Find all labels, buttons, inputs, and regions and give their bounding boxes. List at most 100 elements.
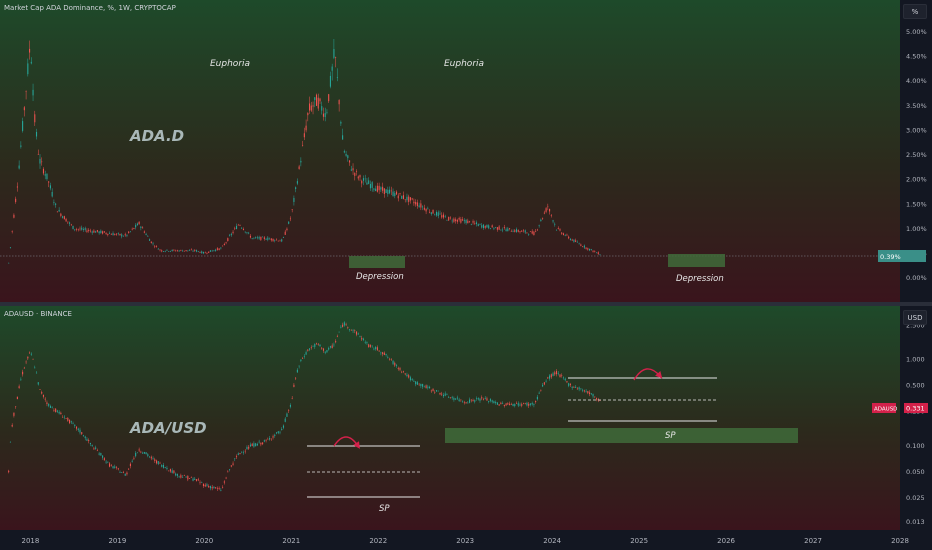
- top-candle-103: [187, 250, 189, 252]
- bottom-candle-210: [373, 348, 375, 350]
- top-candle-51: [96, 230, 98, 232]
- bottom-candle-188: [335, 341, 337, 343]
- top-annotation-4: Depression: [676, 274, 724, 284]
- top-candle-41: [79, 228, 81, 230]
- bottom-candle-273: [482, 399, 485, 400]
- top-candle-48: [91, 231, 93, 233]
- bottom-candle-326: [575, 386, 577, 388]
- bottom-candle-189: [336, 336, 338, 337]
- top-candle-289: [510, 231, 512, 232]
- top-candle-326: [575, 240, 577, 242]
- top-candle-223: [395, 191, 398, 195]
- bottom-symbol-badge-text: ADAUSD: [874, 407, 897, 413]
- bottom-candle-331: [583, 390, 585, 392]
- bottom-candle-209: [371, 345, 373, 347]
- top-candle-242: [429, 211, 431, 213]
- bottom-candle-255: [451, 397, 453, 398]
- top-candle-93: [169, 250, 171, 252]
- bottom-candle-132: [237, 453, 239, 455]
- top-candle-245: [434, 214, 436, 216]
- bottom-candle-313: [552, 373, 554, 376]
- top-candle-10: [25, 91, 27, 92]
- top-candle-196: [349, 160, 351, 163]
- bottom-candle-89: [162, 464, 165, 468]
- bottom-candle-230: [408, 375, 410, 378]
- bottom-candle-133: [239, 453, 241, 455]
- bottom-candle-183: [326, 350, 328, 353]
- top-unit-button[interactable]: %: [903, 4, 927, 19]
- bottom-candle-70: [129, 463, 131, 467]
- bottom-candle-165: [295, 377, 297, 379]
- top-candle-135: [242, 229, 245, 230]
- top-candle-267: [472, 221, 474, 223]
- bottom-candle-60: [112, 466, 114, 469]
- top-candle-202: [359, 175, 361, 178]
- bottom-candle-119: [215, 487, 217, 489]
- bottom-candle-323: [569, 384, 571, 386]
- top-candle-164: [293, 197, 295, 202]
- top-candle-13: [30, 61, 32, 64]
- bottom-candle-123: [222, 486, 224, 488]
- top-candle-20: [42, 168, 45, 174]
- top-candle-46: [88, 229, 90, 231]
- bottom-ytick-1: 1.000: [906, 356, 925, 364]
- pane-separator[interactable]: [0, 302, 932, 306]
- top-candle-174: [310, 105, 312, 111]
- top-candle-80: [147, 236, 149, 237]
- bottom-candle-167: [298, 365, 300, 367]
- top-candle-74: [136, 223, 138, 226]
- bottom-candle-319: [562, 377, 565, 379]
- bottom-candle-147: [263, 440, 265, 442]
- bottom-candle-239: [423, 386, 425, 388]
- bottom-candle-221: [392, 360, 394, 364]
- bottom-candle-325: [573, 387, 575, 388]
- top-candle-35: [69, 222, 71, 224]
- bottom-candle-142: [255, 443, 257, 447]
- bottom-candle-174: [310, 347, 312, 349]
- top-candle-278: [491, 225, 493, 228]
- time-axis[interactable]: [0, 530, 932, 550]
- bottom-candle-218: [387, 357, 389, 358]
- bottom-candle-154: [275, 432, 278, 434]
- bottom-candle-20: [42, 394, 45, 397]
- bottom-candle-300: [529, 403, 531, 405]
- top-candle-198: [352, 168, 354, 171]
- bottom-candle-271: [479, 398, 481, 401]
- top-candle-319: [562, 233, 565, 235]
- top-candle-131: [235, 226, 238, 230]
- top-candle-102: [185, 250, 187, 251]
- bottom-candle-135: [242, 452, 245, 454]
- top-candle-310: [547, 206, 549, 208]
- bottom-candle-50: [95, 447, 97, 449]
- top-candle-275: [486, 224, 488, 228]
- bottom-candle-51: [96, 450, 98, 452]
- top-candle-170: [303, 133, 305, 138]
- bottom-candle-46: [88, 440, 90, 442]
- top-candle-82: [150, 241, 152, 244]
- bottom-candle-160: [286, 413, 288, 417]
- top-candle-37: [72, 225, 74, 230]
- bottom-candle-44: [84, 436, 86, 439]
- top-candle-253: [448, 216, 450, 221]
- bottom-candle-262: [463, 402, 465, 403]
- top-candle-139: [249, 235, 251, 238]
- top-candle-60: [112, 233, 114, 236]
- top-candle-215: [382, 186, 384, 191]
- top-candle-331: [583, 245, 585, 248]
- bottom-unit-button[interactable]: USD: [903, 310, 927, 325]
- bottom-candle-34: [67, 417, 69, 421]
- bottom-candle-146: [262, 442, 264, 445]
- bottom-candle-121: [218, 488, 220, 489]
- bottom-candle-99: [180, 475, 182, 478]
- bottom-candle-191: [340, 326, 342, 328]
- top-candle-338: [595, 252, 598, 254]
- bottom-candle-19: [41, 392, 43, 394]
- bottom-candle-102: [185, 476, 187, 478]
- top-ytick-5: 2.50%: [906, 151, 927, 159]
- price-axis[interactable]: [900, 0, 932, 550]
- top-candle-132: [237, 224, 239, 226]
- bottom-candle-94: [171, 470, 173, 473]
- bottom-candle-113: [204, 484, 206, 487]
- bottom-candle-303: [535, 401, 537, 403]
